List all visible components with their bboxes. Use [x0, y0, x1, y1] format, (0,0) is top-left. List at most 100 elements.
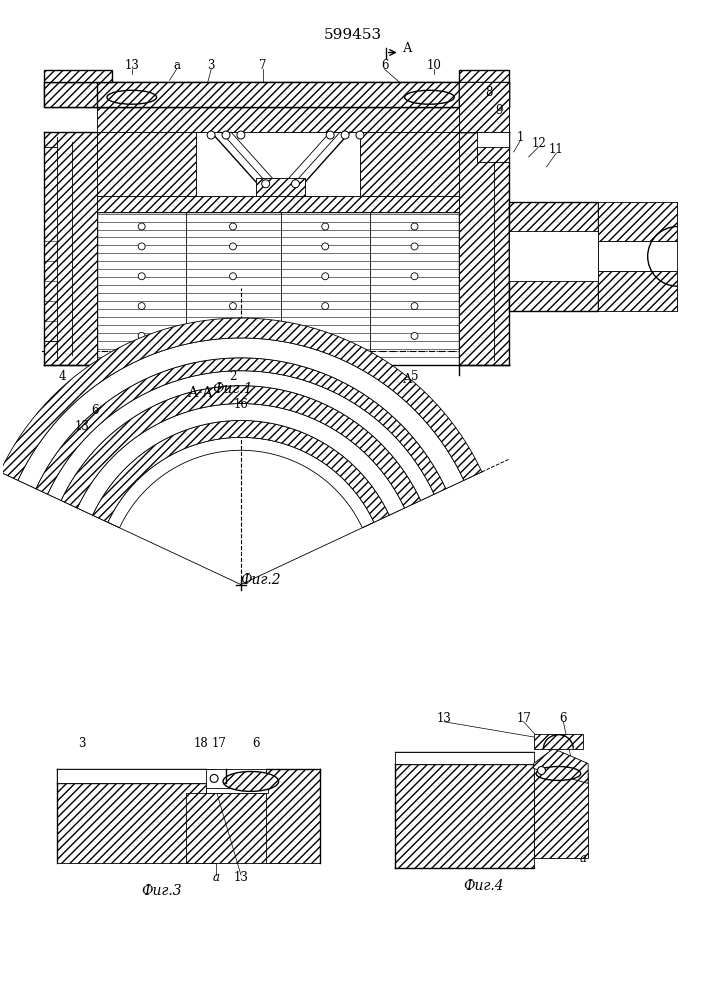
Bar [97, 82, 459, 107]
Bar [534, 773, 588, 858]
Circle shape [322, 332, 329, 339]
Text: 13: 13 [437, 712, 452, 725]
Ellipse shape [107, 90, 156, 104]
Circle shape [322, 223, 329, 230]
Text: 11: 11 [549, 143, 563, 156]
Bar [395, 764, 534, 868]
Text: 6: 6 [91, 404, 99, 417]
Text: 10: 10 [427, 59, 442, 72]
Text: а: а [580, 852, 587, 864]
Circle shape [356, 131, 364, 139]
Bar [97, 196, 459, 212]
Bar [598, 271, 677, 311]
Text: 6: 6 [381, 59, 389, 72]
Text: 6: 6 [559, 712, 567, 725]
Text: 5: 5 [411, 370, 419, 383]
Text: 599453: 599453 [324, 28, 382, 42]
Polygon shape [47, 371, 434, 500]
Text: 3: 3 [78, 737, 86, 750]
Polygon shape [18, 338, 464, 489]
Circle shape [138, 243, 145, 250]
Circle shape [411, 243, 418, 250]
Text: а: а [213, 871, 220, 884]
Text: 7: 7 [259, 59, 267, 72]
Bar [97, 107, 459, 132]
Text: 13: 13 [124, 59, 139, 72]
Polygon shape [107, 437, 374, 528]
Bar [509, 232, 598, 281]
Text: 17: 17 [516, 712, 531, 725]
Text: А-А: А-А [188, 386, 214, 400]
Circle shape [230, 223, 236, 230]
Bar [459, 82, 509, 132]
Circle shape [326, 131, 334, 139]
Polygon shape [77, 404, 404, 515]
Circle shape [230, 243, 236, 250]
Text: А: А [402, 42, 412, 55]
Bar [360, 132, 459, 196]
Circle shape [222, 131, 230, 139]
Bar [45, 82, 509, 107]
Bar [57, 768, 216, 783]
Bar [256, 178, 305, 196]
Bar [534, 734, 583, 749]
Circle shape [207, 131, 215, 139]
Bar [459, 82, 509, 107]
Text: 4: 4 [59, 370, 66, 383]
Bar [477, 132, 509, 162]
Circle shape [341, 131, 349, 139]
Bar [459, 70, 509, 82]
Ellipse shape [223, 771, 279, 791]
Circle shape [291, 180, 300, 188]
Circle shape [138, 223, 145, 230]
Bar [477, 147, 509, 162]
Text: А: А [402, 373, 412, 386]
Text: 17: 17 [211, 737, 226, 750]
Bar [206, 788, 268, 793]
Text: а: а [173, 59, 180, 72]
Bar [45, 132, 97, 365]
Bar [509, 202, 598, 311]
Bar [395, 752, 534, 764]
Bar [598, 202, 677, 241]
Text: 6: 6 [252, 737, 259, 750]
Text: 3: 3 [207, 59, 215, 72]
Bar [45, 70, 112, 82]
Polygon shape [61, 386, 421, 508]
Text: 1: 1 [517, 131, 525, 144]
Circle shape [138, 303, 145, 310]
Circle shape [138, 332, 145, 339]
Bar [266, 768, 320, 863]
Circle shape [322, 243, 329, 250]
Circle shape [411, 332, 418, 339]
Polygon shape [36, 358, 446, 494]
Bar [206, 768, 266, 793]
Bar [97, 132, 197, 196]
Text: 8: 8 [485, 86, 493, 99]
Circle shape [230, 332, 236, 339]
Text: Фиг.3: Фиг.3 [141, 884, 182, 898]
Circle shape [237, 131, 245, 139]
Text: 12: 12 [531, 137, 546, 150]
Polygon shape [93, 420, 390, 522]
Circle shape [411, 303, 418, 310]
Text: 9: 9 [495, 104, 503, 117]
Text: 16: 16 [233, 398, 248, 411]
Polygon shape [0, 318, 482, 480]
Circle shape [262, 180, 269, 188]
Bar [187, 793, 286, 863]
Circle shape [411, 223, 418, 230]
Circle shape [322, 303, 329, 310]
Circle shape [138, 273, 145, 280]
Text: Фиг.1: Фиг.1 [213, 382, 253, 396]
Text: Фиг.4: Фиг.4 [464, 879, 504, 893]
Circle shape [210, 774, 218, 782]
Bar [459, 132, 509, 365]
Bar [57, 783, 216, 863]
Bar [197, 132, 360, 196]
Ellipse shape [404, 90, 454, 104]
Circle shape [230, 303, 236, 310]
Circle shape [537, 767, 546, 774]
Bar [598, 241, 677, 271]
Text: 18: 18 [194, 737, 209, 750]
